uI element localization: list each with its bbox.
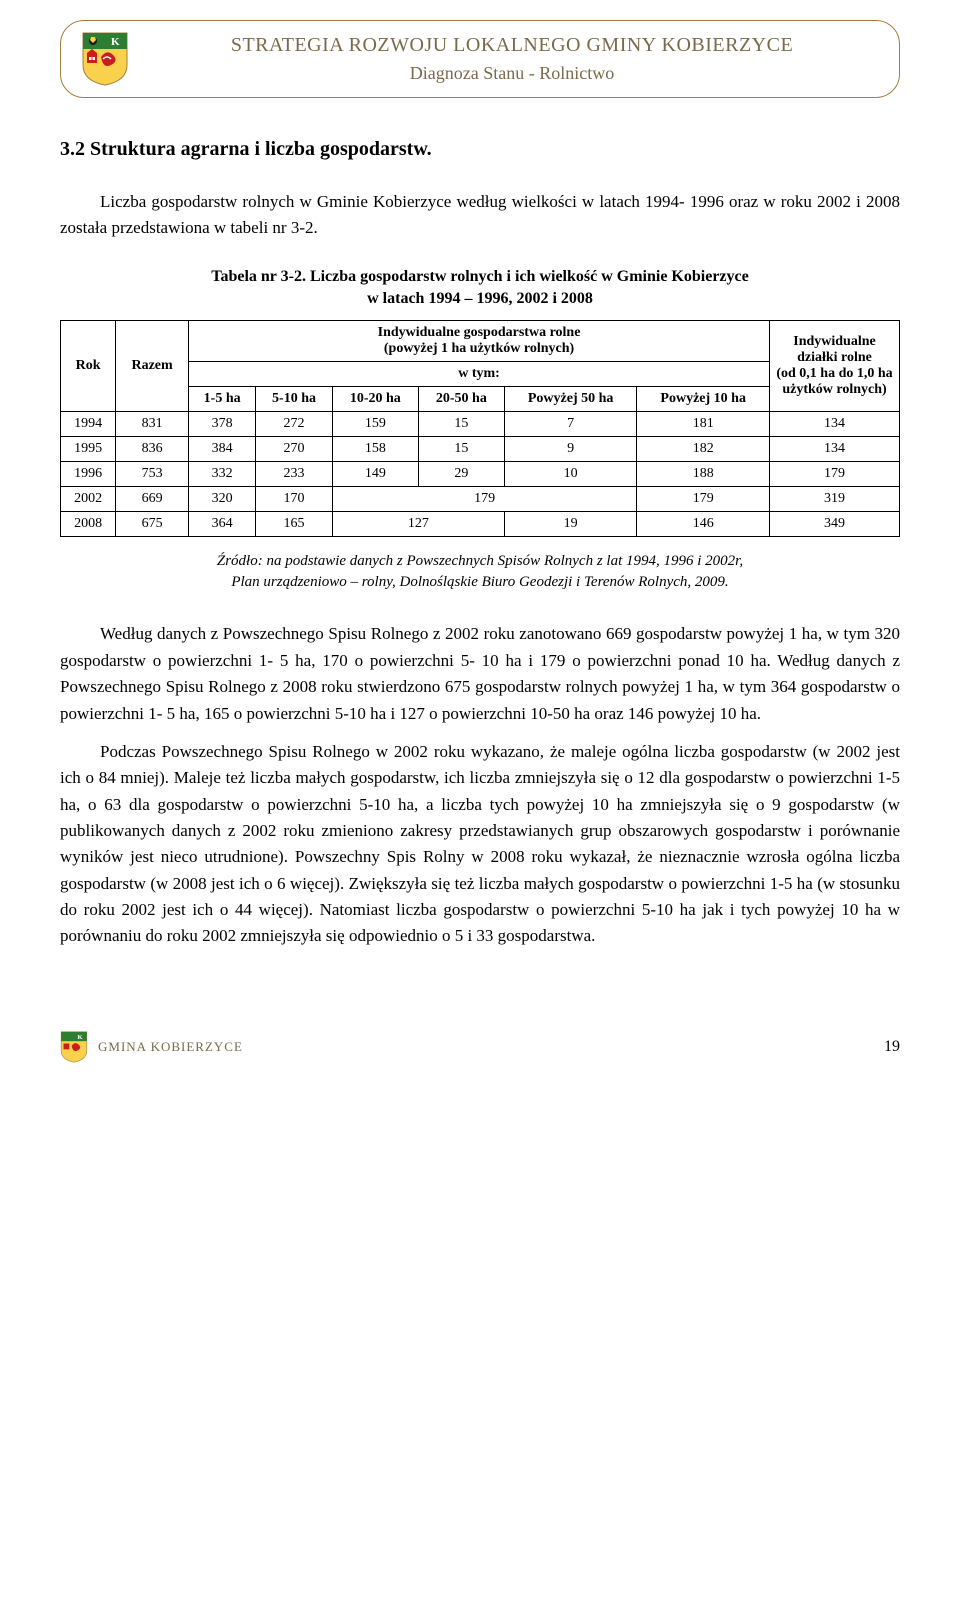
th-ind-gosp: Indywidualne gospodarstwa rolne (powyżej… [189, 321, 770, 362]
cell: 332 [189, 462, 256, 487]
th-c6: Powyżej 10 ha [637, 387, 770, 412]
cell: 179 [637, 487, 770, 512]
th-c1: 1-5 ha [189, 387, 256, 412]
cell: 669 [116, 487, 189, 512]
th-ind-gosp-sub: (powyżej 1 ha użytków rolnych) [384, 341, 574, 356]
cell: 181 [637, 412, 770, 437]
table-source: Źródło: na podstawie danych z Powszechny… [60, 551, 900, 593]
th-c5: Powyżej 50 ha [504, 387, 637, 412]
page-footer: K GMINA KOBIERZYCE 19 [60, 1030, 900, 1064]
data-table: Rok Razem Indywidualne gospodarstwa roln… [60, 320, 900, 537]
th-wtym: w tym: [189, 362, 770, 387]
th-razem: Razem [116, 321, 189, 412]
table-caption-line2: w latach 1994 – 1996, 2002 i 2008 [367, 290, 593, 307]
cell: 159 [332, 412, 418, 437]
cell: 320 [189, 487, 256, 512]
cell: 9 [504, 437, 637, 462]
table-row: 2008 675 364 165 127 19 146 349 [61, 512, 900, 537]
th-c2: 5-10 ha [256, 387, 333, 412]
cell: 134 [770, 412, 900, 437]
cell: 384 [189, 437, 256, 462]
cell: 378 [189, 412, 256, 437]
cell: 134 [770, 437, 900, 462]
table-caption-line1: Tabela nr 3-2. Liczba gospodarstw rolnyc… [211, 268, 748, 285]
banner-text: STRATEGIA ROZWOJU LOKALNEGO GMINY KOBIER… [145, 34, 879, 84]
cell: 753 [116, 462, 189, 487]
cell: 158 [332, 437, 418, 462]
cell: 349 [770, 512, 900, 537]
source-line2: Plan urządzeniowo – rolny, Dolnośląskie … [231, 574, 728, 590]
th-rok: Rok [61, 321, 116, 412]
cell: 149 [332, 462, 418, 487]
cell: 272 [256, 412, 333, 437]
cell: 2008 [61, 512, 116, 537]
footer-left: K GMINA KOBIERZYCE [60, 1030, 243, 1064]
cell: 127 [332, 512, 504, 537]
cell: 364 [189, 512, 256, 537]
cell: 1996 [61, 462, 116, 487]
paragraph-1: Według danych z Powszechnego Spisu Rolne… [60, 621, 900, 726]
cell: 7 [504, 412, 637, 437]
footer-label: GMINA KOBIERZYCE [98, 1039, 243, 1055]
cell: 675 [116, 512, 189, 537]
cell: 233 [256, 462, 333, 487]
banner-subtitle: Diagnoza Stanu - Rolnictwo [145, 63, 879, 84]
table-row: 1995 836 384 270 158 15 9 182 134 [61, 437, 900, 462]
banner-title: STRATEGIA ROZWOJU LOKALNEGO GMINY KOBIER… [145, 34, 879, 57]
cell: 182 [637, 437, 770, 462]
cell: 165 [256, 512, 333, 537]
th-dzialki-main: Indywidualne działki rolne [793, 334, 875, 365]
th-dzialki-sub: (od 0,1 ha do 1,0 ha użytków rolnych) [776, 366, 892, 397]
cell: 19 [504, 512, 637, 537]
table-row: 2002 669 320 170 179 179 319 [61, 487, 900, 512]
paragraph-2: Podczas Powszechnego Spisu Rolnego w 200… [60, 739, 900, 950]
cell: 179 [770, 462, 900, 487]
intro-paragraph: Liczba gospodarstw rolnych w Gminie Kobi… [60, 189, 900, 242]
crest-icon: K [81, 31, 129, 87]
cell: 1994 [61, 412, 116, 437]
footer-crest-icon: K [60, 1030, 88, 1064]
header-banner: K STRATEGIA ROZWOJU LOKALNEGO GMINY KOBI… [60, 20, 900, 98]
cell: 1995 [61, 437, 116, 462]
cell: 10 [504, 462, 637, 487]
cell: 15 [418, 437, 504, 462]
table-caption: Tabela nr 3-2. Liczba gospodarstw rolnyc… [60, 266, 900, 311]
svg-text:K: K [78, 1033, 83, 1040]
cell: 170 [256, 487, 333, 512]
svg-text:K: K [111, 36, 120, 48]
cell: 319 [770, 487, 900, 512]
table-row: 1996 753 332 233 149 29 10 188 179 [61, 462, 900, 487]
cell: 29 [418, 462, 504, 487]
th-ind-gosp-main: Indywidualne gospodarstwa rolne [378, 325, 581, 340]
section-heading: 3.2 Struktura agrarna i liczba gospodars… [60, 138, 900, 161]
table-row: 1994 831 378 272 159 15 7 181 134 [61, 412, 900, 437]
th-c3: 10-20 ha [332, 387, 418, 412]
cell: 831 [116, 412, 189, 437]
cell: 15 [418, 412, 504, 437]
cell: 188 [637, 462, 770, 487]
cell: 146 [637, 512, 770, 537]
cell: 836 [116, 437, 189, 462]
cell: 2002 [61, 487, 116, 512]
page-number: 19 [884, 1038, 900, 1056]
source-line1: Źródło: na podstawie danych z Powszechny… [217, 553, 743, 569]
cell: 270 [256, 437, 333, 462]
th-dzialki: Indywidualne działki rolne (od 0,1 ha do… [770, 321, 900, 412]
cell: 179 [332, 487, 637, 512]
th-c4: 20-50 ha [418, 387, 504, 412]
